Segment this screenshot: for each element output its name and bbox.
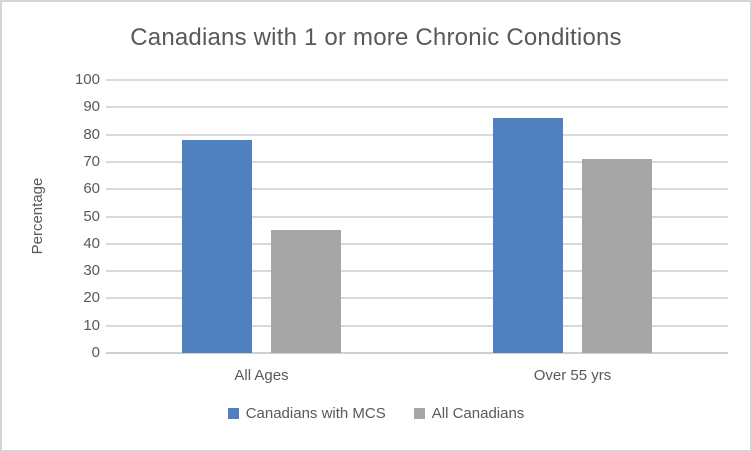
gridline-20: [106, 297, 728, 300]
gridline-80: [106, 133, 728, 136]
y-tick-label-50: 50: [83, 207, 100, 225]
bar-all-canadians-over-55-yrs: [582, 159, 652, 353]
y-tick-label-30: 30: [83, 262, 100, 280]
gridline-40: [106, 242, 728, 245]
gridline-30: [106, 270, 728, 273]
legend-item-all-canadians: All Canadians: [413, 405, 525, 422]
category-band-over-55-yrs: [417, 80, 728, 353]
y-tick-label-90: 90: [83, 98, 100, 116]
legend-item-canadians-with-mcs: Canadians with MCS: [227, 405, 386, 422]
y-tick-label-70: 70: [83, 152, 100, 170]
legend: Canadians with MCS All Canadians: [2, 405, 750, 422]
legend-swatch-icon: [227, 408, 239, 419]
x-axis-category-labels: All Ages Over 55 yrs: [106, 367, 728, 384]
y-tick-label-40: 40: [83, 234, 100, 252]
y-tick-label-60: 60: [83, 180, 100, 198]
gridline-50: [106, 215, 728, 218]
legend-label: All Canadians: [431, 405, 525, 422]
bar-all-canadians-all-ages: [271, 230, 341, 353]
y-tick-label-80: 80: [83, 125, 100, 143]
y-tick-label-0: 0: [91, 344, 100, 361]
gridline-70: [106, 160, 728, 163]
bar-canadians-with-mcs-all-ages: [182, 140, 252, 353]
category-band-all-ages: [106, 80, 417, 353]
x-category-label-all-ages: All Ages: [234, 367, 289, 384]
x-category-label-over-55-yrs: Over 55 yrs: [533, 367, 612, 384]
bar-canadians-with-mcs-over-55-yrs: [493, 118, 563, 353]
y-tick-label-100: 100: [74, 71, 100, 88]
gridline-100: [106, 79, 728, 81]
y-axis-tick-labels: 0 10 20 30 40 50 60 70 80 90 100: [58, 2, 100, 450]
gridline-60: [106, 188, 728, 191]
legend-label: Canadians with MCS: [245, 405, 386, 422]
y-tick-label-10: 10: [83, 316, 100, 334]
plot-area: [106, 79, 728, 354]
gridline-10: [106, 324, 728, 327]
chart-title: Canadians with 1 or more Chronic Conditi…: [130, 24, 622, 51]
y-tick-label-20: 20: [83, 289, 100, 307]
y-axis-title: Percentage: [29, 177, 46, 255]
bars-layer: [106, 80, 728, 353]
gridline-0: [106, 352, 728, 354]
gridline-90: [106, 106, 728, 109]
legend-swatch-icon: [413, 408, 425, 419]
